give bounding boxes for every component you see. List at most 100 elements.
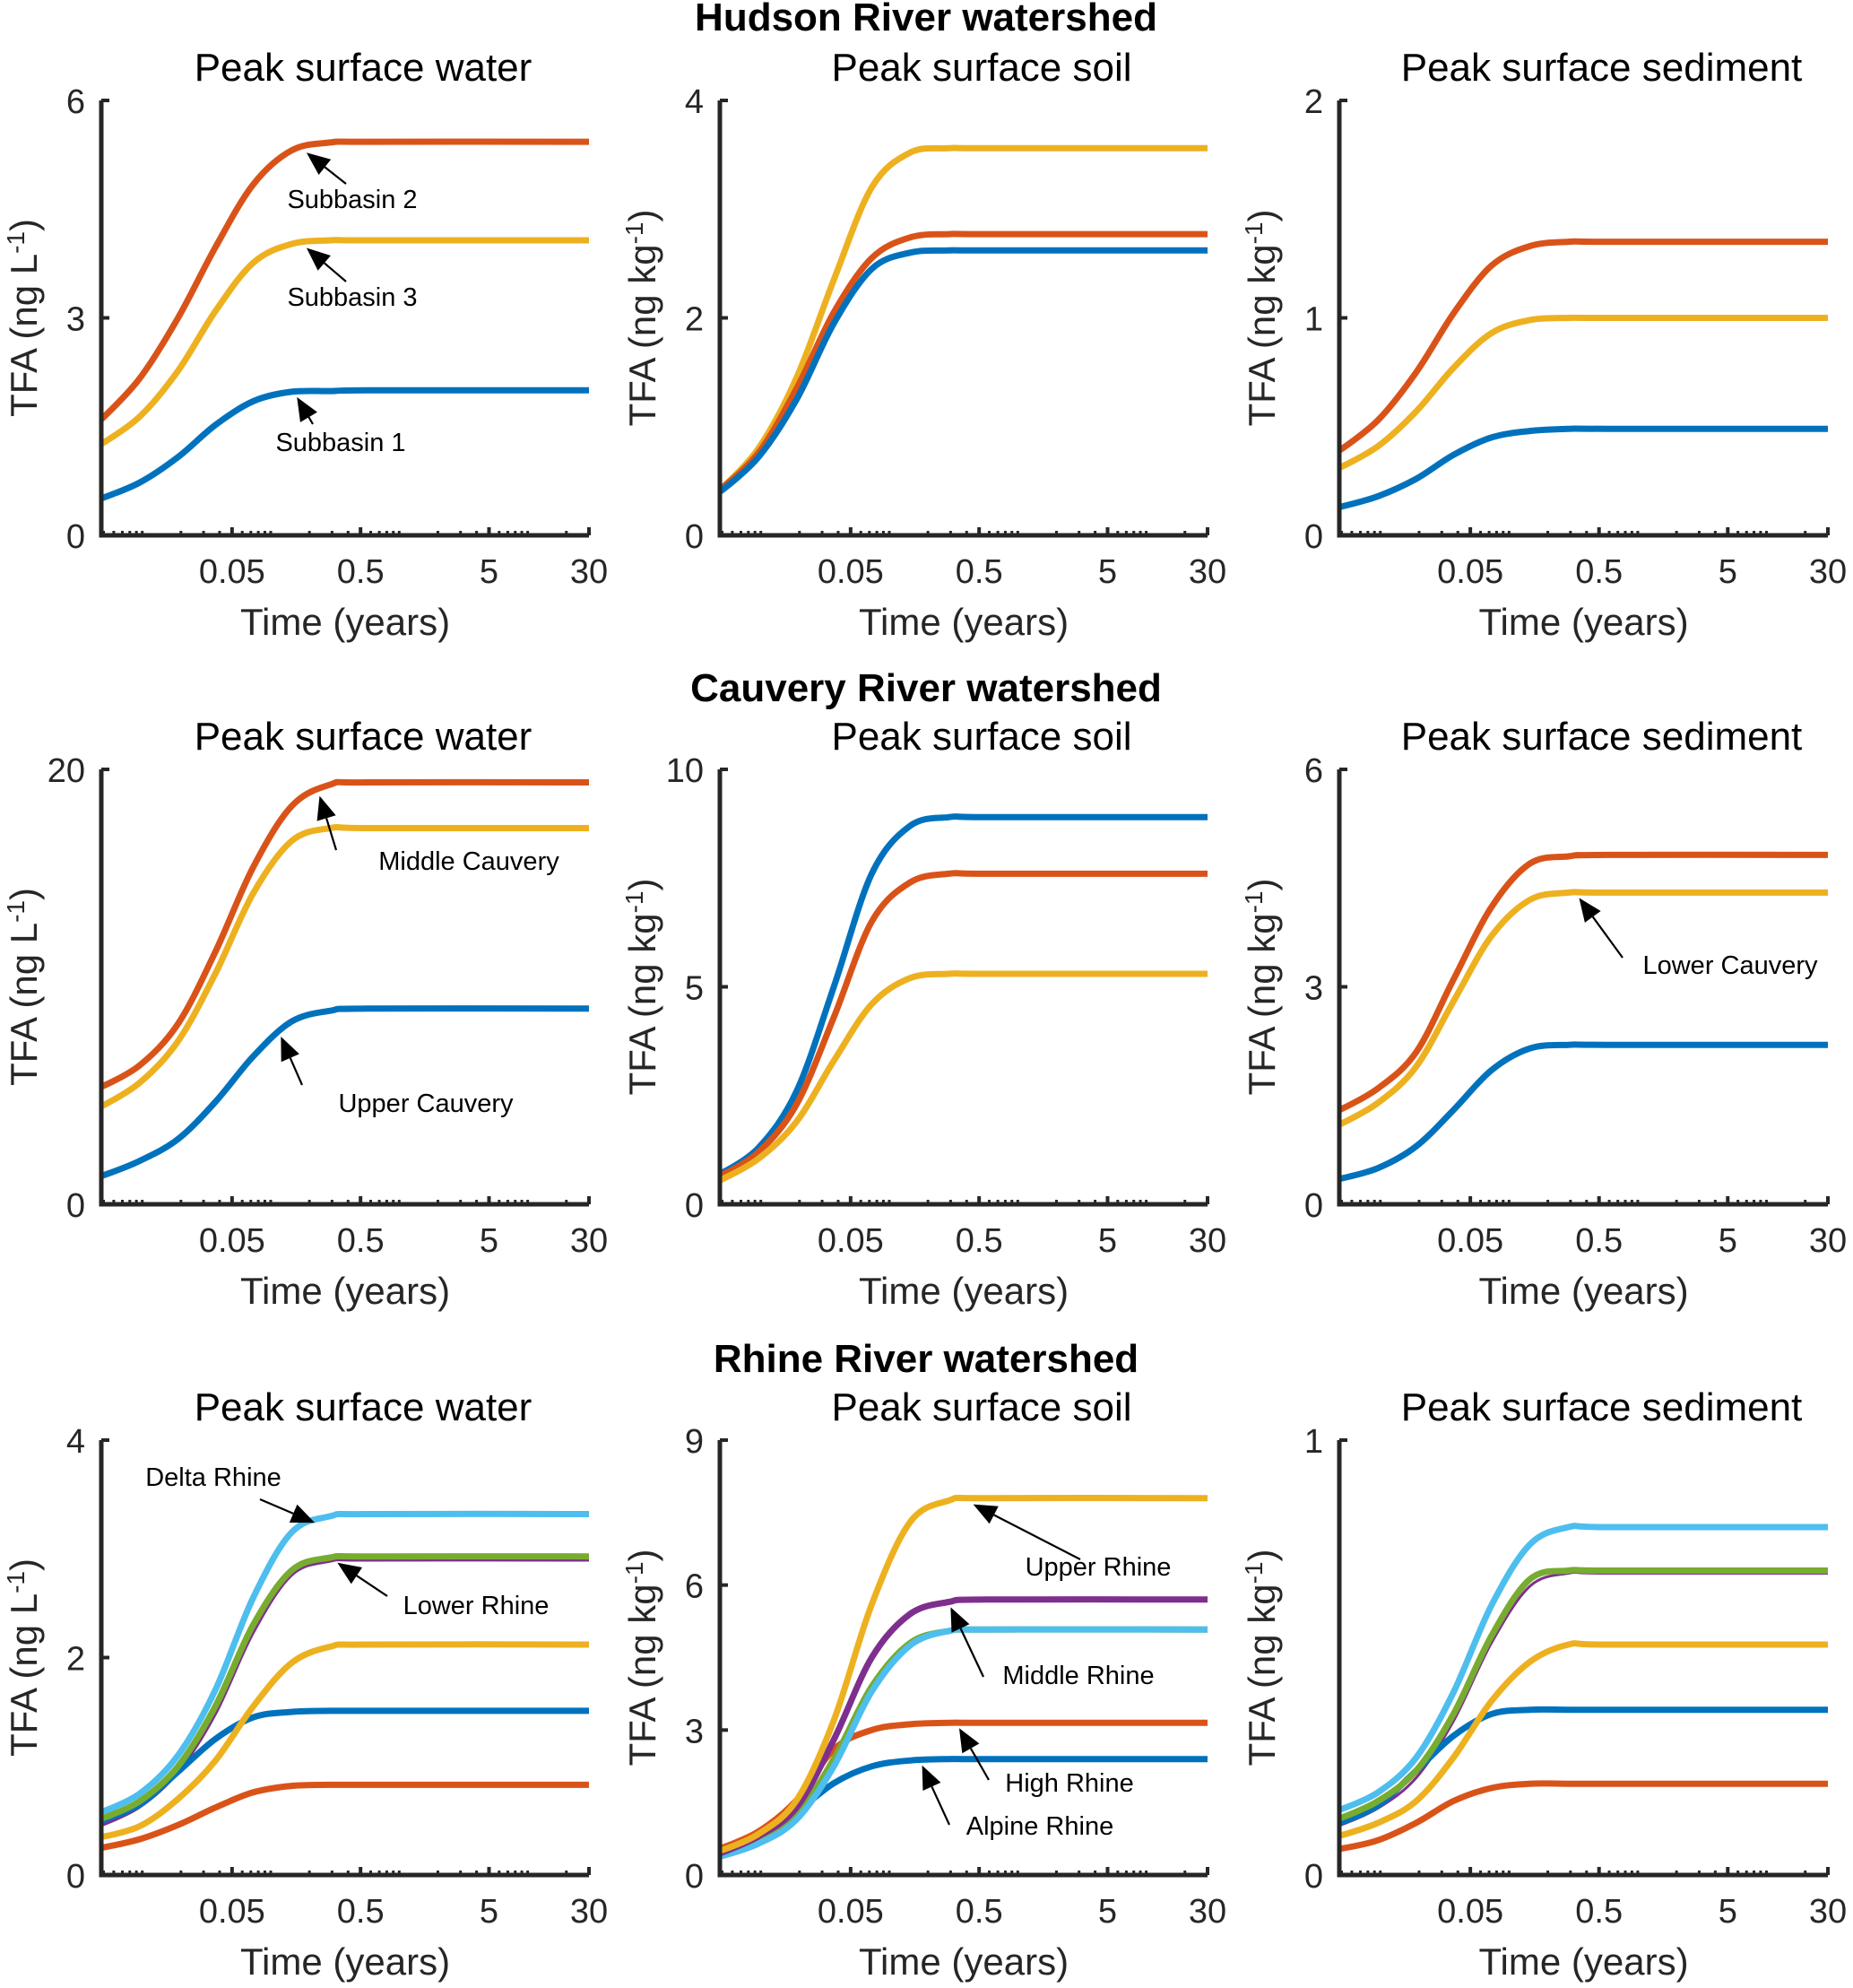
arrow-line (324, 166, 347, 185)
y-axis-label: TFA (ng L-1) (2, 219, 45, 417)
y-tick-label: 3 (1304, 970, 1323, 1008)
y-tick-label: 0 (685, 1858, 704, 1896)
y-axis-label: TFA (ng kg-1) (1240, 879, 1283, 1096)
y-tick-label: 0 (1304, 1858, 1323, 1896)
y-axis-label-base: TFA (ng L (3, 923, 45, 1086)
axes: 0 3 6 0.05 0.5 5 30 Time (years) TFA (ng kg-1) (1240, 752, 1847, 1312)
arrow-head-icon (922, 1765, 941, 1791)
series-line (720, 1494, 1208, 1854)
series-group (1339, 1523, 1828, 1853)
arrow-head-icon (950, 1607, 970, 1633)
y-tick-label: 5 (685, 970, 704, 1008)
arrow-line (324, 262, 347, 282)
chart-panel: Peak surface sediment 0 3 6 0.05 0.5 5 30 Time (… (1240, 715, 1847, 1312)
y-tick-label: 4 (685, 83, 704, 121)
panel-title: Peak surface sediment (1401, 715, 1803, 759)
y-axis-label-base: TFA (ng kg (621, 244, 663, 426)
x-tick-label: 5 (1719, 553, 1737, 591)
axes: 0 1 2 0.05 0.5 5 30 Time (years) TFA (ng kg-1) (1240, 83, 1847, 643)
arrow-head-icon (289, 1504, 316, 1524)
series-group (101, 778, 590, 1179)
panel-title: Peak surface soil (831, 1385, 1131, 1429)
x-tick-label: 0.05 (199, 553, 265, 591)
annotation: Subbasin 3 (287, 247, 418, 312)
y-axis-label-close: ) (3, 219, 45, 231)
arrow-line (1591, 916, 1624, 959)
x-tick-label: 30 (1809, 1222, 1847, 1260)
series-line (1339, 889, 1828, 1128)
section-title-rhine: Rhine River watershed (714, 1337, 1139, 1381)
axes: 0 5 10 0.05 0.5 5 30 Time (years) TFA (ng kg-1) (620, 752, 1226, 1312)
arrow-head-icon (281, 1036, 299, 1063)
x-tick-label: 5 (480, 1893, 498, 1931)
x-tick-label: 0.5 (956, 1222, 1003, 1260)
annotation: Lower Cauvery (1579, 898, 1818, 980)
y-tick-label: 9 (685, 1423, 704, 1461)
y-axis-label: TFA (ng kg-1) (620, 1550, 663, 1767)
panel-title: Peak surface water (195, 46, 533, 90)
chart-panel: Peak surface sediment 0 1 0.05 0.5 5 30 Time (y… (1240, 1385, 1847, 1983)
panel-title: Peak surface sediment (1401, 1385, 1803, 1429)
y-axis-label-superscript: -1 (1240, 1562, 1268, 1584)
x-tick-label: 30 (1189, 553, 1226, 591)
arrow-head-icon (337, 1562, 363, 1584)
arrow-line (969, 1748, 990, 1781)
y-axis-label-superscript: -1 (620, 222, 648, 245)
x-tick-label: 0.5 (1575, 1893, 1623, 1931)
annotation: Upper Cauvery (281, 1036, 514, 1118)
series-line (720, 1626, 1208, 1860)
series-line (720, 1596, 1208, 1857)
y-axis-label-close: ) (3, 888, 45, 900)
series-line (1339, 425, 1828, 510)
y-tick-label: 0 (66, 1187, 85, 1225)
section-title-hudson: Hudson River watershed (695, 0, 1157, 39)
series-line (720, 247, 1208, 495)
x-tick-label: 0.5 (956, 553, 1003, 591)
x-tick-label: 30 (570, 1893, 608, 1931)
axes: 0 2 4 0.05 0.5 5 30 Time (years) TFA (ng kg-1) (620, 83, 1226, 643)
x-tick-label: 0.05 (199, 1893, 265, 1931)
y-axis-label-superscript: -1 (620, 1562, 648, 1584)
annotation-label: Subbasin 1 (275, 429, 405, 457)
annotation-label: Lower Cauvery (1642, 951, 1818, 980)
arrow-line (307, 416, 314, 425)
y-axis-label: TFA (ng kg-1) (620, 210, 663, 427)
series-line (720, 144, 1208, 492)
series-group (1339, 238, 1828, 510)
y-tick-label: 3 (66, 301, 85, 339)
series-line (720, 970, 1208, 1184)
y-tick-label: 0 (685, 1187, 704, 1225)
annotation: Alpine Rhine (922, 1765, 1113, 1841)
y-axis-label: TFA (ng kg-1) (1240, 210, 1283, 427)
x-tick-label: 5 (480, 1222, 498, 1260)
x-tick-label: 0.5 (337, 1893, 385, 1931)
y-tick-label: 2 (66, 1641, 85, 1679)
chart-panel: Peak surface soil 0 5 10 0.05 0.5 5 30 Time (yea… (620, 715, 1226, 1312)
arrow-line (356, 1575, 388, 1597)
x-axis-label: Time (years) (240, 1270, 450, 1312)
y-axis-label-close: ) (621, 210, 663, 222)
axes: 0 3 6 9 0.05 0.5 5 30 Time (years) TFA (ng kg-1) (620, 1423, 1226, 1983)
y-axis-label-superscript: -1 (2, 900, 30, 923)
axis-line (717, 769, 1208, 1207)
y-tick-label: 0 (66, 1858, 85, 1896)
y-tick-label: 0 (685, 518, 704, 556)
series-line (1339, 1780, 1828, 1853)
y-tick-label: 6 (66, 83, 85, 121)
y-tick-label: 4 (66, 1423, 85, 1461)
annotation: Subbasin 2 (287, 152, 418, 214)
series-line (101, 237, 589, 447)
arrow-head-icon (973, 1504, 999, 1524)
series-line (1339, 1041, 1828, 1183)
x-tick-label: 0.5 (956, 1893, 1003, 1931)
series-line (101, 1641, 590, 1841)
series-line (1339, 1570, 1828, 1827)
x-axis-label: Time (years) (1478, 601, 1688, 643)
annotation-label: Subbasin 2 (287, 186, 417, 214)
x-axis-label: Time (years) (859, 601, 1069, 643)
y-axis-label: TFA (ng kg-1) (620, 879, 663, 1096)
x-axis-label: Time (years) (859, 1940, 1069, 1983)
axis-line (717, 100, 1208, 538)
y-axis-label-superscript: -1 (2, 1571, 30, 1593)
